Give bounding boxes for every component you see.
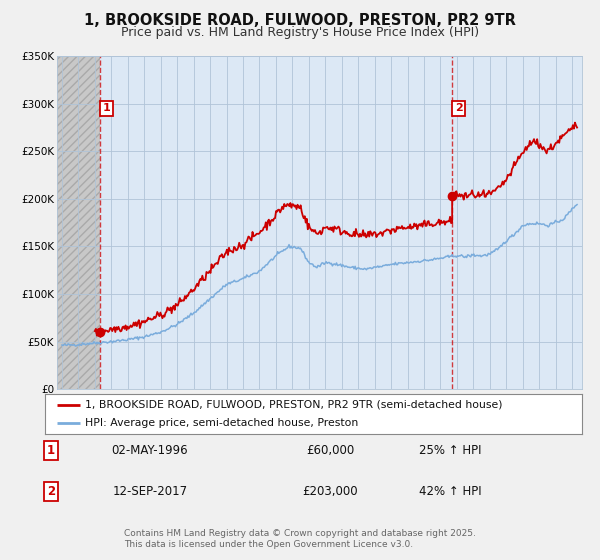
Text: 1: 1 (47, 444, 55, 458)
Text: 1: 1 (103, 104, 110, 113)
Text: £60,000: £60,000 (306, 444, 354, 458)
Text: 12-SEP-2017: 12-SEP-2017 (112, 484, 188, 498)
Text: 02-MAY-1996: 02-MAY-1996 (112, 444, 188, 458)
Text: Contains HM Land Registry data © Crown copyright and database right 2025.
This d: Contains HM Land Registry data © Crown c… (124, 529, 476, 549)
Text: 25% ↑ HPI: 25% ↑ HPI (419, 444, 481, 458)
Text: 1, BROOKSIDE ROAD, FULWOOD, PRESTON, PR2 9TR: 1, BROOKSIDE ROAD, FULWOOD, PRESTON, PR2… (84, 13, 516, 29)
Text: 2: 2 (455, 104, 463, 113)
Text: 1, BROOKSIDE ROAD, FULWOOD, PRESTON, PR2 9TR (semi-detached house): 1, BROOKSIDE ROAD, FULWOOD, PRESTON, PR2… (85, 400, 503, 410)
Text: 2: 2 (47, 484, 55, 498)
Bar (57, 56, 100, 389)
Text: £203,000: £203,000 (302, 484, 358, 498)
Text: 42% ↑ HPI: 42% ↑ HPI (419, 484, 481, 498)
Text: Price paid vs. HM Land Registry's House Price Index (HPI): Price paid vs. HM Land Registry's House … (121, 26, 479, 39)
Text: HPI: Average price, semi-detached house, Preston: HPI: Average price, semi-detached house,… (85, 418, 359, 428)
